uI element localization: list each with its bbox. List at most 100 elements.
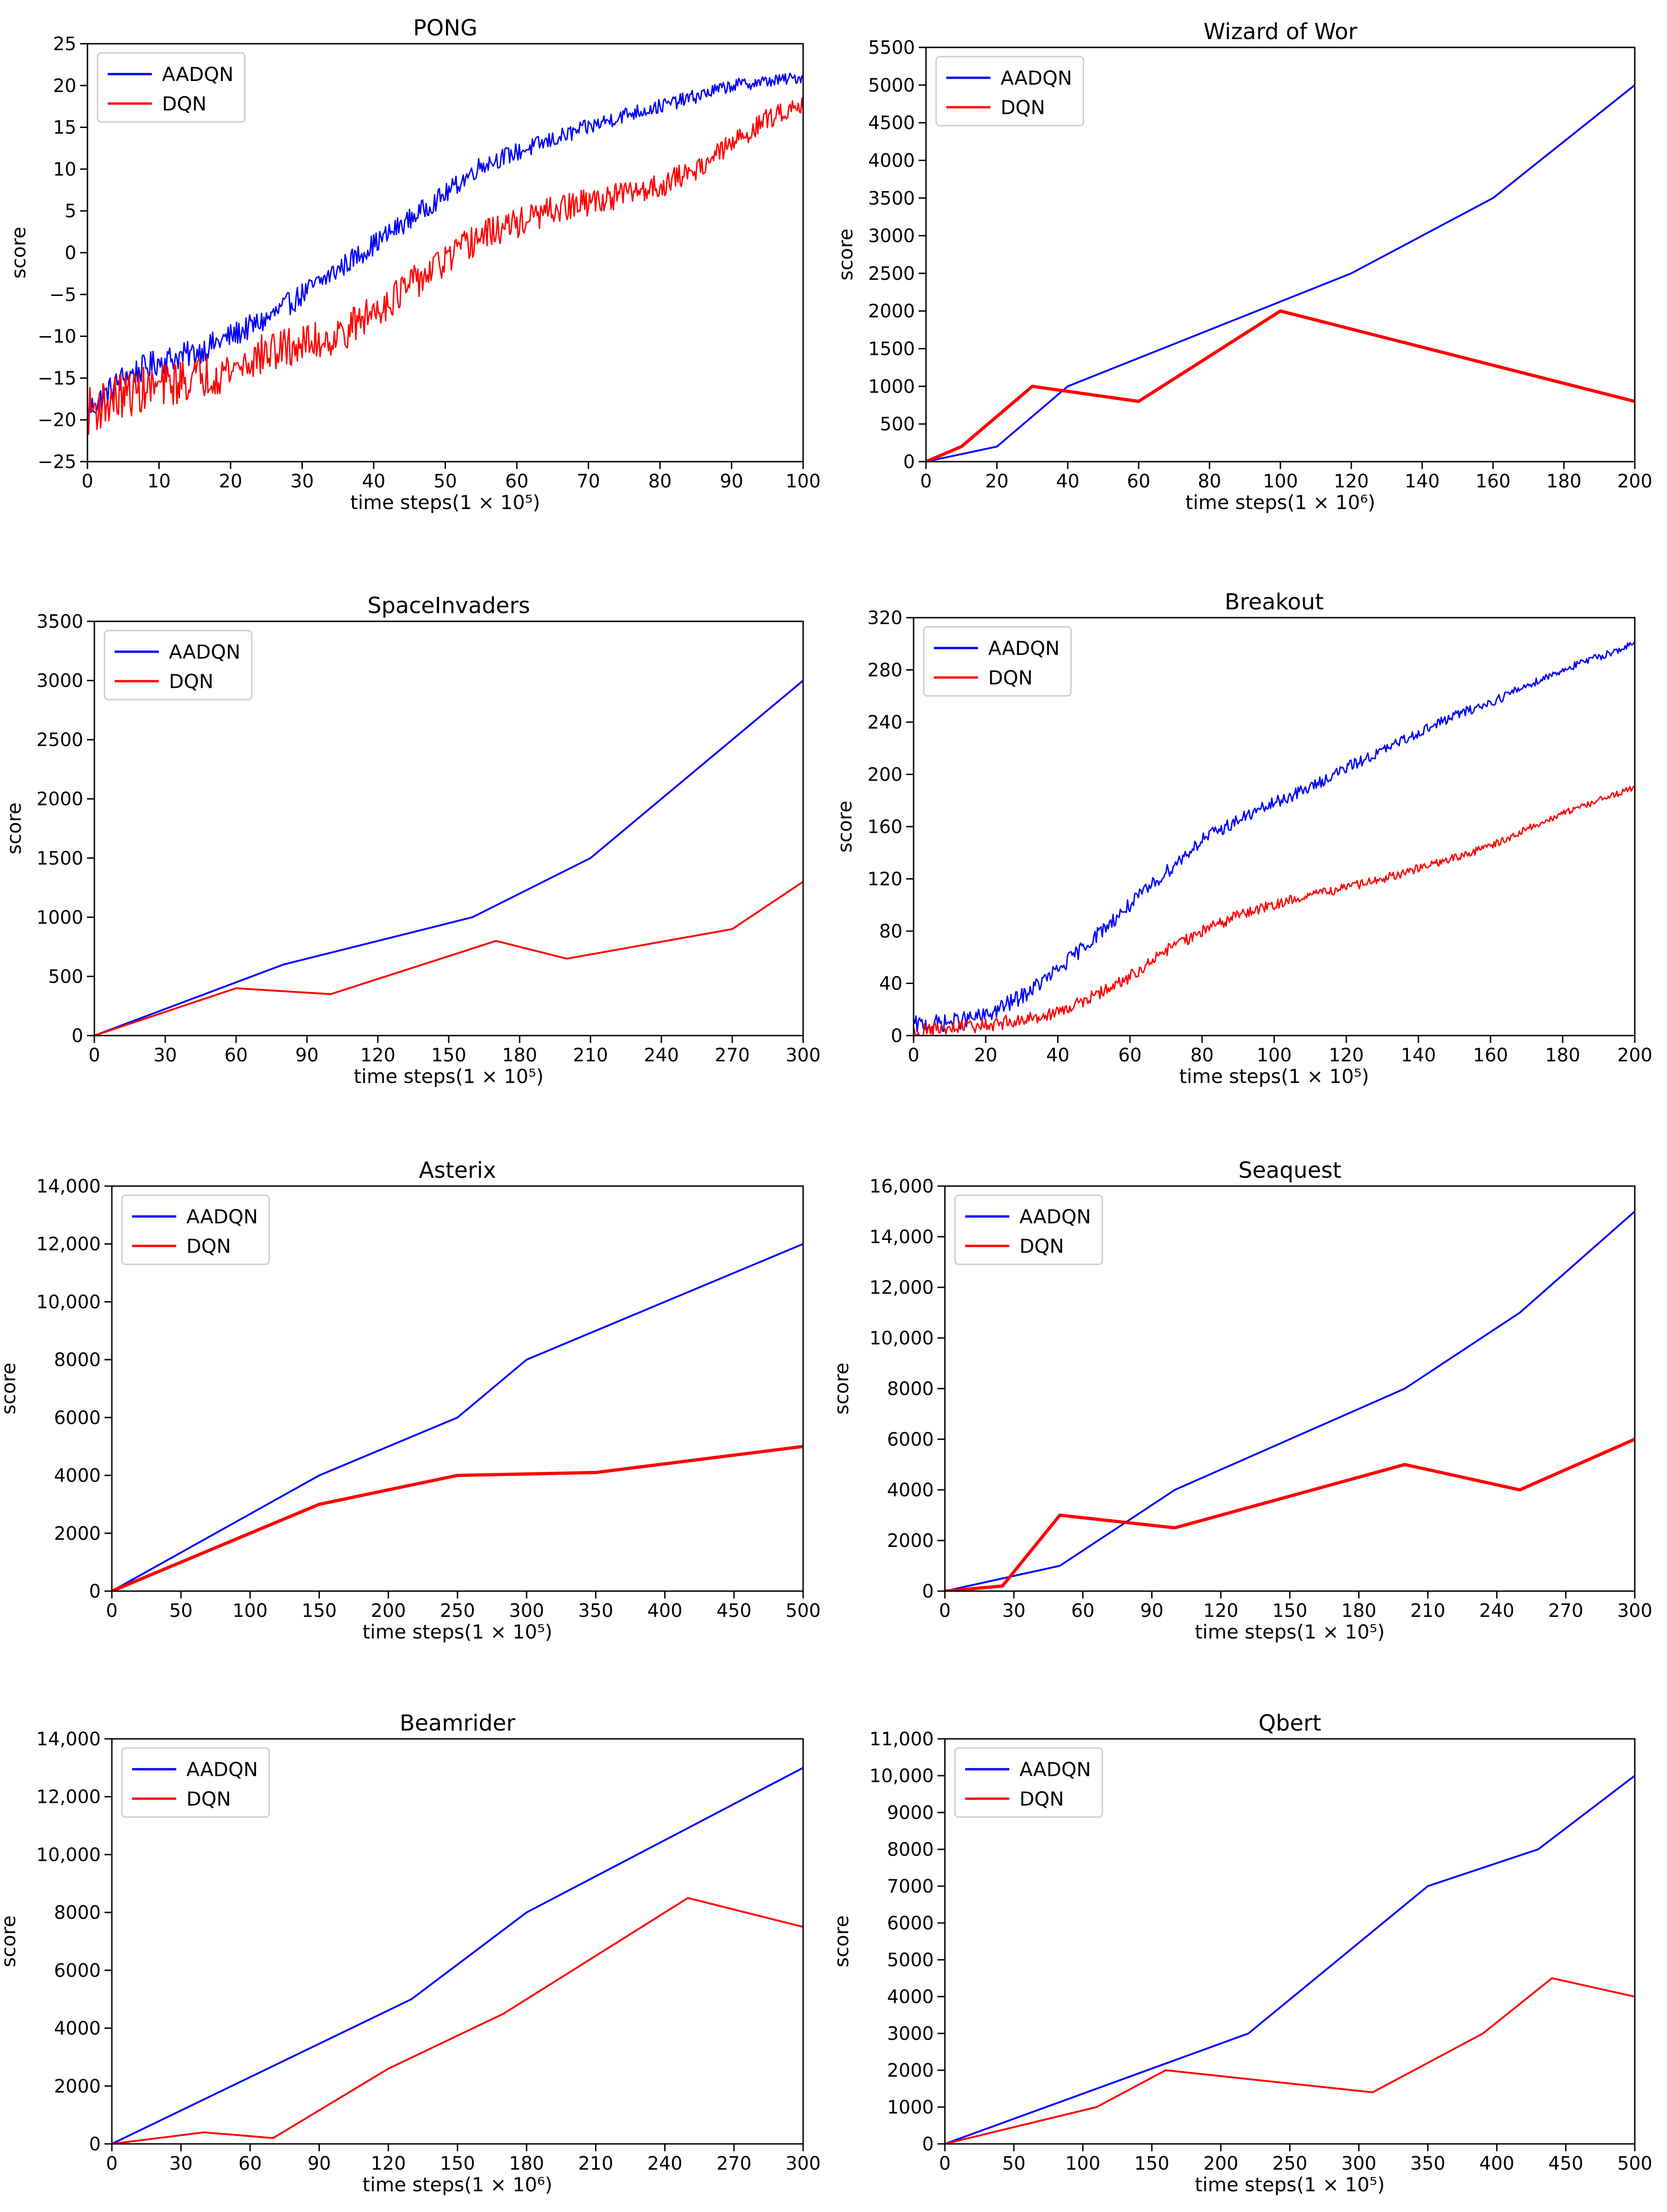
- x-tick-label: 20: [985, 471, 1009, 492]
- x-tick-label: 250: [440, 1600, 475, 1621]
- chart-title: Wizard of Wor: [1204, 19, 1358, 45]
- y-tick-label: 2000: [54, 2076, 101, 2097]
- series-line-dqn: [945, 1977, 1635, 2144]
- x-tick-label: 250: [1272, 2153, 1307, 2174]
- x-axis-label: time steps(1 × 10⁵): [354, 1065, 544, 1088]
- y-tick-label: 12,000: [36, 1787, 101, 1808]
- x-tick-label: 240: [1479, 1600, 1514, 1621]
- chart-panel: 0 10 20 30 40 50 60 70 80 90 100 −25 −20 −15 −10 −5 0 5 10…: [7, 15, 821, 514]
- x-tick-label: 100: [1256, 1045, 1291, 1066]
- y-tick-label: 1500: [868, 339, 915, 360]
- x-tick-label: 40: [1056, 471, 1080, 492]
- y-tick-label: 8000: [887, 1839, 934, 1860]
- y-tick-label: 15: [53, 117, 76, 139]
- legend-label-dqn: DQN: [186, 1788, 231, 1810]
- x-tick-label: 150: [431, 1045, 466, 1066]
- x-tick-label: 150: [1272, 1600, 1307, 1621]
- series-line-aadqn: [914, 640, 1635, 1033]
- x-tick-label: 160: [1476, 471, 1511, 492]
- series-group: [945, 1775, 1635, 2144]
- x-tick-label: 70: [577, 471, 600, 492]
- legend: AADQN DQN: [121, 1194, 270, 1265]
- x-tick-label: 150: [1134, 2153, 1169, 2174]
- y-tick-label: 1000: [36, 907, 83, 928]
- y-tick-label: 20: [53, 75, 76, 97]
- y-tick-label: 2000: [887, 1530, 934, 1552]
- series-line-dqn: [87, 97, 803, 435]
- chart-panel: 0 50 100 150 200 250 300 350 400 450 5000100020003…: [830, 1710, 1652, 2196]
- legend-label-dqn: DQN: [186, 1235, 231, 1257]
- x-tick-label: 0: [939, 2153, 950, 2174]
- y-tick-label: 40: [879, 973, 903, 995]
- y-tick-label: −20: [38, 410, 76, 431]
- series-group: [87, 72, 803, 435]
- y-tick-label: 2000: [36, 789, 83, 810]
- legend-label-aadqn: AADQN: [186, 1758, 258, 1781]
- y-tick-label: 10: [53, 159, 76, 180]
- y-tick-label: 4000: [887, 1986, 934, 2008]
- y-tick-label: 0: [891, 1025, 903, 1047]
- chart-title: Asterix: [419, 1158, 496, 1183]
- x-tick-label: 120: [1334, 471, 1369, 492]
- legend-label-dqn: DQN: [169, 670, 214, 693]
- chart-title: Qbert: [1258, 1710, 1321, 1736]
- x-tick-label: 210: [578, 2153, 613, 2174]
- y-tick-label: 12,000: [869, 1277, 934, 1298]
- y-tick-label: 2500: [868, 263, 915, 284]
- x-tick-label: 300: [786, 1045, 821, 1066]
- x-tick-label: 140: [1405, 471, 1440, 492]
- y-tick-label: 0: [922, 1581, 934, 1602]
- chart-panel: 0 30 60 90 120 150 180 210 240 270 300 0 2000 4000 600…: [830, 1158, 1652, 1643]
- chart-title: PONG: [413, 15, 478, 41]
- chart-panel: 0 30 60 90 120 150 180 210 240 270 300 0 2000 4000 600…: [0, 1710, 821, 2196]
- y-axis-label: score: [0, 1363, 20, 1415]
- y-tick-label: 5500: [868, 37, 915, 58]
- y-tick-label: 6000: [887, 1913, 934, 1934]
- chart-panel: 0 20 40 60 80 100 120 140 160 180 200 0 40 80 120 160 20…: [834, 589, 1652, 1088]
- legend: AADQN DQN: [954, 1194, 1103, 1265]
- y-tick-label: 200: [868, 764, 903, 786]
- y-tick-label: 280: [868, 660, 903, 681]
- series-line-dqn: [914, 786, 1635, 1036]
- y-tick-label: 5000: [868, 75, 915, 96]
- x-tick-label: 30: [154, 1045, 177, 1066]
- legend-label-aadqn: AADQN: [1019, 1758, 1091, 1781]
- y-tick-label: 1500: [36, 848, 83, 869]
- x-tick-label: 90: [307, 2153, 331, 2174]
- series-line-dqn: [945, 1437, 1635, 1591]
- chart-title: Beamrider: [399, 1710, 515, 1736]
- series-group: [94, 679, 803, 1036]
- x-tick-label: 400: [647, 1600, 682, 1621]
- x-tick-label: 200: [1203, 2153, 1238, 2174]
- x-tick-label: 90: [295, 1045, 319, 1066]
- x-tick-label: 400: [1479, 2153, 1514, 2174]
- y-tick-label: 4000: [54, 1465, 101, 1487]
- x-tick-label: 50: [434, 471, 457, 492]
- x-tick-label: 240: [647, 2153, 682, 2174]
- x-tick-label: 100: [232, 1600, 267, 1621]
- chart-title: SpaceInvaders: [367, 593, 530, 619]
- legend-label-dqn: DQN: [988, 666, 1033, 689]
- x-tick-label: 120: [1203, 1600, 1238, 1621]
- x-tick-label: 80: [648, 471, 672, 492]
- x-axis-label: time steps(1 × 10⁵): [1179, 1065, 1369, 1088]
- x-tick-label: 0: [88, 1045, 100, 1066]
- y-tick-label: 0: [903, 452, 915, 473]
- y-axis-label: score: [830, 1916, 853, 1968]
- x-tick-label: 30: [1002, 1600, 1025, 1621]
- y-axis-label: score: [834, 229, 857, 281]
- y-tick-label: 8000: [54, 1349, 101, 1371]
- y-tick-label: 10,000: [36, 1844, 101, 1865]
- y-tick-label: 25: [53, 34, 76, 55]
- y-tick-label: 120: [868, 869, 903, 890]
- x-tick-label: 80: [1198, 471, 1221, 492]
- y-tick-label: 3000: [868, 226, 915, 247]
- legend-label-aadqn: AADQN: [169, 641, 240, 663]
- series-line-aadqn: [87, 72, 803, 420]
- x-axis-label: time steps(1 × 10⁶): [363, 2173, 553, 2196]
- x-tick-label: 60: [225, 1045, 248, 1066]
- y-tick-label: 16,000: [869, 1176, 934, 1197]
- x-axis-label: time steps(1 × 10⁵): [1195, 1621, 1385, 1643]
- x-tick-label: 180: [1545, 1045, 1580, 1066]
- y-tick-label: 12,000: [36, 1234, 101, 1255]
